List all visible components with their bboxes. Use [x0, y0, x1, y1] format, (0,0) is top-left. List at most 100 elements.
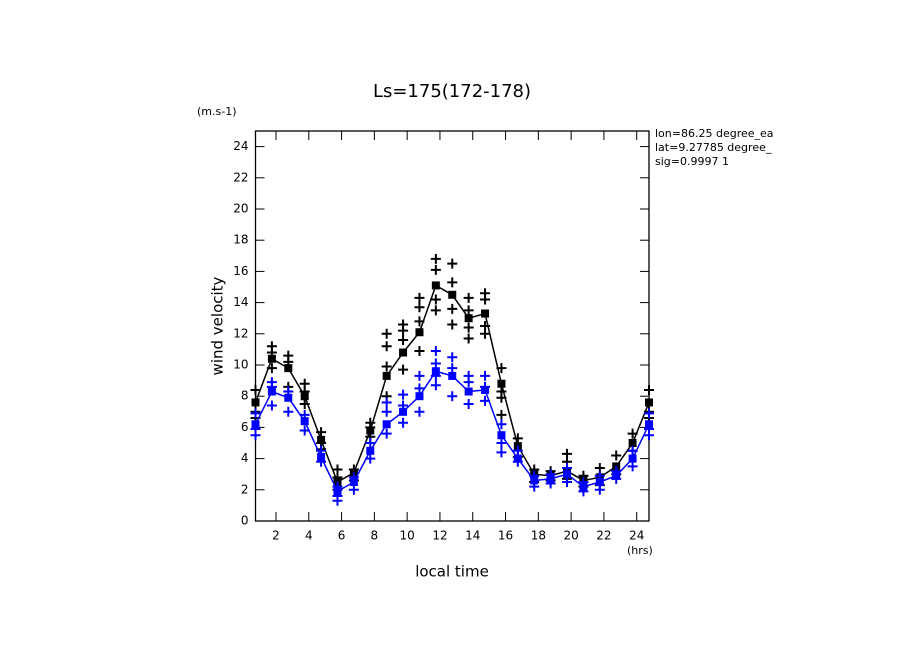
y-tick-label: 18 — [233, 233, 248, 247]
spread-point — [562, 448, 573, 459]
mean-marker — [415, 392, 424, 401]
mean-marker — [645, 398, 653, 407]
spread-point — [463, 322, 474, 333]
mean-marker — [399, 348, 408, 357]
mean-marker — [317, 435, 326, 444]
spread-point — [463, 399, 474, 409]
y-unit: (m.s-1) — [197, 105, 237, 118]
spread-point — [381, 406, 392, 417]
spread-point — [414, 383, 425, 394]
spread-point — [266, 400, 277, 411]
spread-point — [398, 389, 409, 400]
mean-marker — [628, 454, 637, 463]
mean-marker — [464, 314, 473, 323]
spread-point — [562, 477, 573, 487]
x-tick-label: 8 — [371, 529, 379, 543]
spread-point — [447, 391, 458, 402]
mean-marker — [546, 474, 555, 483]
spread-point — [332, 464, 343, 475]
spread-point — [365, 417, 376, 428]
mean-marker — [612, 471, 621, 480]
y-tick-label: 12 — [233, 326, 248, 340]
mean-marker — [267, 354, 276, 363]
spread-point — [365, 438, 376, 448]
x-tick-label: 20 — [563, 529, 578, 543]
mean-marker — [366, 446, 375, 455]
mean-marker — [251, 398, 260, 407]
x-axis-label: local time — [415, 563, 489, 581]
mean-marker — [284, 364, 293, 373]
spread-point — [430, 305, 441, 316]
spread-point — [250, 384, 261, 395]
spread-point — [447, 352, 458, 363]
info-block: lon=86.25 degree_ea lat=9.27785 degree_ … — [655, 127, 774, 168]
mean-marker — [530, 476, 539, 485]
spread-point — [266, 377, 277, 388]
mean-marker — [448, 371, 457, 380]
spread-point — [463, 333, 474, 344]
y-tick-label: 20 — [233, 202, 248, 216]
spread-point — [463, 292, 474, 303]
chart-title: Ls=175(172-178) — [373, 81, 531, 102]
spread-point — [414, 345, 425, 356]
plot-frame — [254, 130, 650, 522]
mean-marker — [366, 426, 375, 435]
x-tick-label: 22 — [596, 529, 611, 543]
spread-point — [611, 450, 622, 461]
mean-marker — [448, 290, 457, 299]
y-tick-label: 14 — [233, 295, 248, 309]
y-tick-label: 6 — [241, 420, 249, 434]
x-tick-label: 12 — [432, 529, 447, 543]
spread-point — [496, 386, 507, 397]
info-text: lat=9.27785 degree_ — [655, 141, 772, 154]
spread-point — [348, 484, 359, 495]
spread-point — [512, 445, 523, 456]
spread-point — [463, 370, 474, 381]
mean-marker — [431, 281, 440, 290]
spread-point — [414, 292, 425, 303]
y-tick-label: 10 — [233, 358, 248, 372]
spread-point — [644, 384, 654, 395]
spread-point — [496, 409, 507, 420]
spread-point — [430, 264, 441, 275]
spread-point — [430, 253, 441, 264]
x-tick-label: 18 — [531, 529, 546, 543]
info-text: sig=0.9997 1 — [655, 155, 729, 168]
info-text: lon=86.25 degree_ea — [655, 127, 774, 140]
spread-point — [283, 406, 294, 417]
x-tick-label: 14 — [465, 529, 480, 543]
mean-marker — [399, 407, 408, 416]
spread-point — [594, 484, 605, 495]
spread-point — [480, 288, 491, 299]
mean-marker — [513, 454, 522, 463]
spread-point — [398, 335, 409, 346]
mean-marker — [349, 478, 358, 486]
mean-marker — [415, 328, 424, 337]
spread-point — [381, 341, 392, 352]
spread-point — [299, 378, 310, 389]
spread-point — [283, 350, 294, 361]
spread-point — [447, 258, 458, 269]
mean-marker — [267, 387, 276, 396]
spread-point — [480, 370, 491, 381]
y-tick-label: 8 — [241, 389, 249, 403]
spread-point — [250, 408, 261, 419]
spread-point — [398, 319, 409, 330]
mean-marker — [497, 431, 506, 440]
y-tick-label: 0 — [241, 514, 249, 528]
x-tick-label: 16 — [498, 529, 513, 543]
spread-point — [496, 438, 507, 448]
series-line — [254, 370, 650, 493]
mean-marker — [300, 392, 309, 401]
spread-point — [644, 408, 654, 419]
x-tick-label: 24 — [629, 529, 644, 543]
y-tick-label: 4 — [241, 451, 249, 465]
spread-point — [381, 397, 392, 408]
mean-marker — [579, 482, 588, 491]
x-tick-label: 10 — [400, 529, 415, 543]
mean-marker — [464, 387, 473, 396]
spread-point — [447, 303, 458, 314]
spread-point — [299, 425, 310, 436]
spread-point — [381, 428, 392, 439]
mean-marker — [284, 393, 293, 402]
